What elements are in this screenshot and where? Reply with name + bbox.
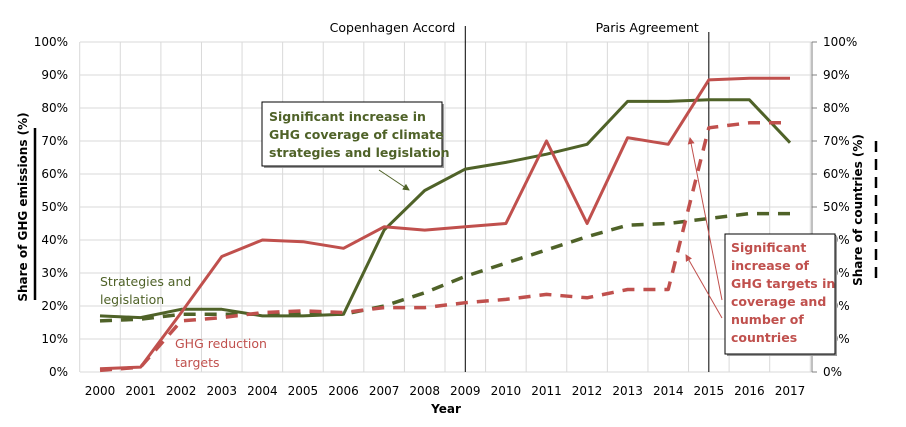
callout-targets-line4: coverage and xyxy=(731,294,826,309)
series-label-strategies: Strategies and legislation xyxy=(100,274,191,307)
series-label-strategies-line2: legislation xyxy=(100,292,164,307)
callout-strategies-box xyxy=(261,101,443,167)
y-tick-label-left: 60% xyxy=(41,167,68,181)
y-tick-label-right: 90% xyxy=(823,68,850,82)
x-tick-label: 2016 xyxy=(734,384,765,398)
callout-targets-arrow-1 xyxy=(687,137,723,301)
y-tick-label-right: 0% xyxy=(823,365,842,379)
callout-targets-line3: GHG targets in xyxy=(731,276,835,291)
callout-strategies: Significant increase in GHG coverage of … xyxy=(261,101,450,191)
x-tick-label: 2008 xyxy=(409,384,440,398)
series-label-targets: GHG reduction targets xyxy=(175,336,267,370)
x-tick-label: 2010 xyxy=(491,384,522,398)
x-tick-label: 2015 xyxy=(694,384,725,398)
x-tick-label: 2006 xyxy=(328,384,359,398)
y-tick-label-right: 80% xyxy=(823,101,850,115)
series-line-2 xyxy=(99,211,790,323)
series-line-1 xyxy=(99,76,790,371)
x-tick-label: 2009 xyxy=(450,384,481,398)
callout-targets-box xyxy=(724,233,836,355)
y-axis-title-right: Share of countries (%) xyxy=(851,134,865,286)
callout-targets-line5: number of xyxy=(731,312,804,327)
callout-targets-line6: countries xyxy=(731,330,797,345)
x-tick-label: 2017 xyxy=(775,384,806,398)
y-tick-label-left: 90% xyxy=(41,68,68,82)
event-label: Paris Agreement xyxy=(596,20,699,35)
y-tick-label-left: 0% xyxy=(49,365,68,379)
series-line-3 xyxy=(99,121,790,373)
callout-strategies-line2: GHG coverage of climate xyxy=(269,127,444,142)
y-tick-label-left: 70% xyxy=(41,134,68,148)
gridlines xyxy=(79,41,812,373)
x-tick-label: 2013 xyxy=(612,384,643,398)
series-label-targets-line1: GHG reduction xyxy=(175,336,267,351)
x-tick-label: 2001 xyxy=(125,384,156,398)
callout-strategies-arrow xyxy=(378,169,410,191)
y-tick-label-right: 50% xyxy=(823,200,850,214)
y-axis-title-left: Share of GHG emissions (%) xyxy=(16,112,30,301)
x-tick-label: 2003 xyxy=(206,384,237,398)
y-tick-label-left: 40% xyxy=(41,233,68,247)
event-markers: Copenhagen Accord Paris Agreement xyxy=(330,20,710,372)
y-tick-label-left: 50% xyxy=(41,200,68,214)
y-axis-title-left-group: Share of GHG emissions (%) xyxy=(16,112,37,302)
x-axis-title: Year xyxy=(430,402,461,416)
y-tick-label-left: 30% xyxy=(41,266,68,280)
x-tick-label: 2012 xyxy=(572,384,603,398)
y-tick-label-left: 10% xyxy=(41,332,68,346)
x-tick-label: 2005 xyxy=(288,384,319,398)
x-tick-label: 2002 xyxy=(166,384,197,398)
callout-strategies-line1: Significant increase in xyxy=(269,109,426,124)
series-line-0 xyxy=(99,98,792,320)
y-tick-label-left: 80% xyxy=(41,101,68,115)
callout-targets-line1: Significant xyxy=(731,240,806,255)
y-tick-label-right: 60% xyxy=(823,167,850,181)
series-label-targets-line2: targets xyxy=(175,355,220,370)
callout-targets-arrow-2 xyxy=(685,254,723,319)
series-lines xyxy=(99,76,792,373)
y-tick-label-left: 20% xyxy=(41,299,68,313)
event-label: Copenhagen Accord xyxy=(330,20,456,35)
series-label-strategies-line1: Strategies and xyxy=(100,274,191,289)
x-tick-label: 2004 xyxy=(247,384,278,398)
y-tick-label-right: 70% xyxy=(823,134,850,148)
x-tick-label: 2014 xyxy=(653,384,684,398)
x-tick-label: 2011 xyxy=(531,384,562,398)
y-tick-label-right: 100% xyxy=(823,35,857,49)
y-tick-label-left: 100% xyxy=(34,35,68,49)
y-axis-title-right-group: Share of countries (%) xyxy=(851,134,878,286)
callout-targets: Significant increase of GHG targets in c… xyxy=(685,137,837,356)
x-tick-label: 2007 xyxy=(369,384,400,398)
x-tick-label: 2000 xyxy=(85,384,116,398)
callout-targets-line2: increase of xyxy=(731,258,810,273)
callout-strategies-line3: strategies and legislation xyxy=(269,145,450,160)
